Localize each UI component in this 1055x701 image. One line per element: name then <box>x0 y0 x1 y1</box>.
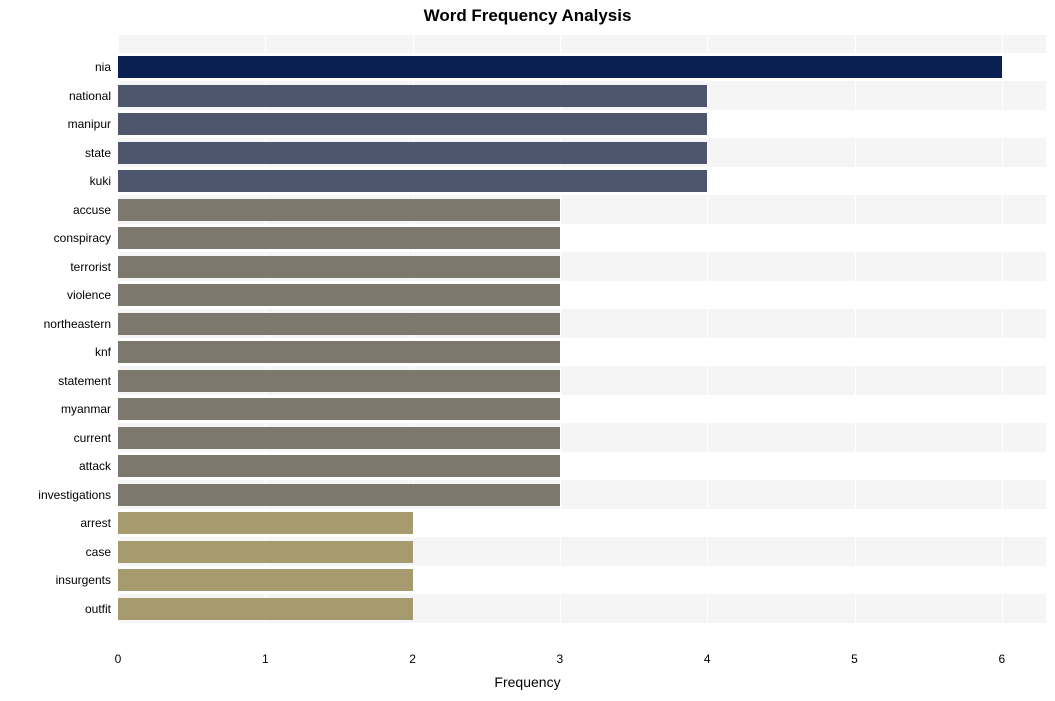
grid-vline <box>855 35 856 643</box>
x-axis-tick-label: 5 <box>835 652 875 666</box>
y-axis-label: attack <box>79 459 111 473</box>
bar <box>118 541 413 563</box>
bar <box>118 85 707 107</box>
y-axis-label: knf <box>95 345 111 359</box>
y-axis-label: national <box>69 89 111 103</box>
bar <box>118 512 413 534</box>
y-axis-label: myanmar <box>61 402 111 416</box>
chart-container: Word Frequency Analysis Frequency nia nat… <box>0 0 1055 701</box>
y-axis-label: accuse <box>73 203 111 217</box>
bar <box>118 56 1002 78</box>
bar <box>118 569 413 591</box>
x-axis-tick-label: 6 <box>982 652 1022 666</box>
y-axis-label: nia <box>95 60 111 74</box>
bar <box>118 598 413 620</box>
bar <box>118 199 560 221</box>
x-axis-tick-label: 0 <box>98 652 138 666</box>
chart-title: Word Frequency Analysis <box>0 6 1055 26</box>
bar <box>118 370 560 392</box>
x-axis-tick-label: 1 <box>245 652 285 666</box>
y-axis-label: terrorist <box>70 260 111 274</box>
bar <box>118 142 707 164</box>
y-axis-label: state <box>85 146 111 160</box>
y-axis-label: manipur <box>68 117 111 131</box>
x-axis-tick-label: 2 <box>393 652 433 666</box>
bar <box>118 427 560 449</box>
bar <box>118 455 560 477</box>
bar <box>118 484 560 506</box>
plot-area <box>118 35 1046 643</box>
x-axis-title: Frequency <box>0 674 1055 690</box>
x-axis-tick-label: 4 <box>687 652 727 666</box>
grid-vline <box>1002 35 1003 643</box>
y-axis-label: northeastern <box>44 317 111 331</box>
y-axis-label: violence <box>67 288 111 302</box>
bar <box>118 227 560 249</box>
bar <box>118 341 560 363</box>
bar <box>118 170 707 192</box>
y-axis-label: kuki <box>90 174 111 188</box>
grid-band <box>118 35 1046 53</box>
bar <box>118 398 560 420</box>
bar <box>118 256 560 278</box>
bar <box>118 113 707 135</box>
bar <box>118 313 560 335</box>
x-axis-tick-label: 3 <box>540 652 580 666</box>
y-axis-label: conspiracy <box>54 231 111 245</box>
y-axis-label: insurgents <box>56 573 111 587</box>
y-axis-label: statement <box>58 374 111 388</box>
grid-vline <box>707 35 708 643</box>
y-axis-label: case <box>86 545 111 559</box>
grid-band <box>118 623 1046 643</box>
y-axis-label: arrest <box>80 516 111 530</box>
y-axis-label: outfit <box>85 602 111 616</box>
y-axis-label: current <box>74 431 111 445</box>
y-axis-label: investigations <box>38 488 111 502</box>
bar <box>118 284 560 306</box>
